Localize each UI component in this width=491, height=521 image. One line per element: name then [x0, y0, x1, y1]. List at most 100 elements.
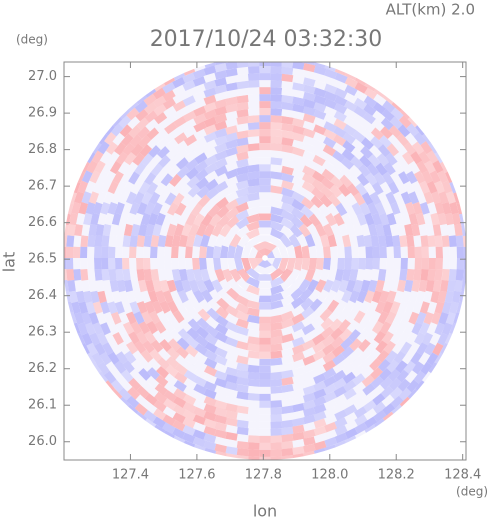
field-cell: [236, 137, 249, 147]
field-cell: [259, 101, 271, 109]
field-cell: [185, 336, 199, 349]
field-cell: [312, 341, 326, 354]
field-cell: [214, 400, 228, 410]
field-cell: [281, 109, 294, 118]
field-cell: [171, 268, 181, 282]
field-cell: [150, 258, 158, 270]
field-cell: [301, 306, 315, 320]
field-cell: [152, 330, 165, 344]
field-cell: [382, 411, 394, 421]
field-cell: [359, 202, 371, 216]
field-cell: [400, 258, 408, 270]
field-cell: [77, 180, 89, 194]
field-cell: [247, 129, 260, 138]
field-cell: [214, 120, 228, 131]
field-cell: [370, 127, 384, 141]
field-cell: [147, 136, 160, 149]
field-cell: [364, 424, 376, 433]
field-cell: [337, 258, 345, 270]
field-cell: [407, 388, 418, 399]
field-cell: [169, 329, 182, 343]
field-cell: [437, 290, 447, 304]
field-cell: [145, 223, 155, 237]
field-cell: [154, 120, 168, 133]
field-cell: [270, 164, 283, 173]
field-cell: [422, 133, 431, 145]
field-cell: [304, 268, 316, 283]
field-cell: [213, 258, 222, 271]
field-cell: [339, 328, 353, 342]
field-cell: [184, 361, 198, 374]
field-cell: [116, 279, 126, 293]
field-cell: [236, 398, 249, 407]
field-cell: [189, 193, 202, 207]
field-cell: [324, 421, 338, 433]
field-cell: [176, 165, 190, 179]
field-cell: [301, 323, 316, 336]
field-cell: [445, 191, 456, 204]
field-cell: [247, 115, 260, 123]
field-cell: [112, 117, 123, 128]
field-cell: [175, 148, 189, 162]
field-cell: [259, 344, 271, 352]
field-cell: [291, 321, 305, 333]
field-cell: [246, 220, 260, 232]
field-cell: [192, 91, 206, 102]
field-cell: [315, 258, 324, 271]
field-cell: [332, 361, 346, 374]
field-cell: [162, 182, 175, 196]
field-cell: [236, 369, 249, 379]
field-cell: [154, 112, 168, 125]
field-cell: [404, 223, 414, 237]
field-cell: [211, 279, 223, 293]
field-cell: [77, 171, 85, 184]
field-cell: [203, 411, 217, 422]
field-cell: [292, 403, 305, 413]
field-cell: [354, 430, 366, 439]
field-cell: [214, 355, 228, 366]
field-cell: [303, 421, 316, 432]
field-cell: [400, 341, 413, 355]
field-cell: [267, 250, 275, 258]
field-cell: [302, 370, 316, 381]
field-cell: [214, 98, 227, 109]
field-cell: [300, 297, 314, 311]
field-cell: [281, 441, 294, 450]
field-cell: [153, 95, 167, 108]
field-cell: [236, 151, 249, 161]
field-cell: [281, 80, 294, 90]
field-cell: [225, 321, 239, 333]
field-cell: [227, 278, 241, 292]
field-cell: [367, 300, 379, 314]
field-cell: [166, 155, 180, 169]
field-cell: [259, 171, 271, 179]
field-cell: [389, 223, 399, 237]
field-cell: [173, 124, 187, 136]
field-cell: [349, 212, 360, 226]
field-cell: [363, 408, 377, 421]
field-cell: [313, 116, 327, 128]
field-cell: [255, 250, 263, 258]
field-cell: [225, 68, 238, 77]
field-cell: [302, 142, 316, 154]
field-cell: [103, 191, 114, 205]
field-cell: [410, 151, 423, 165]
field-cell: [225, 417, 238, 427]
field-cell: [225, 132, 238, 142]
field-cell: [385, 235, 394, 248]
field-cell: [366, 339, 380, 353]
field-cell: [387, 181, 400, 195]
field-cell: [344, 427, 358, 439]
field-cell: [440, 342, 448, 355]
field-cell: [144, 401, 158, 414]
field-cell: [303, 62, 315, 66]
field-cell: [235, 225, 250, 239]
field-cell: [370, 367, 383, 380]
field-cell: [94, 269, 103, 281]
field-cell: [353, 105, 367, 118]
field-cell: [258, 288, 272, 296]
field-cell: [302, 172, 316, 185]
field-cell: [298, 223, 311, 238]
field-cell: [185, 167, 199, 180]
field-cell: [411, 279, 421, 293]
